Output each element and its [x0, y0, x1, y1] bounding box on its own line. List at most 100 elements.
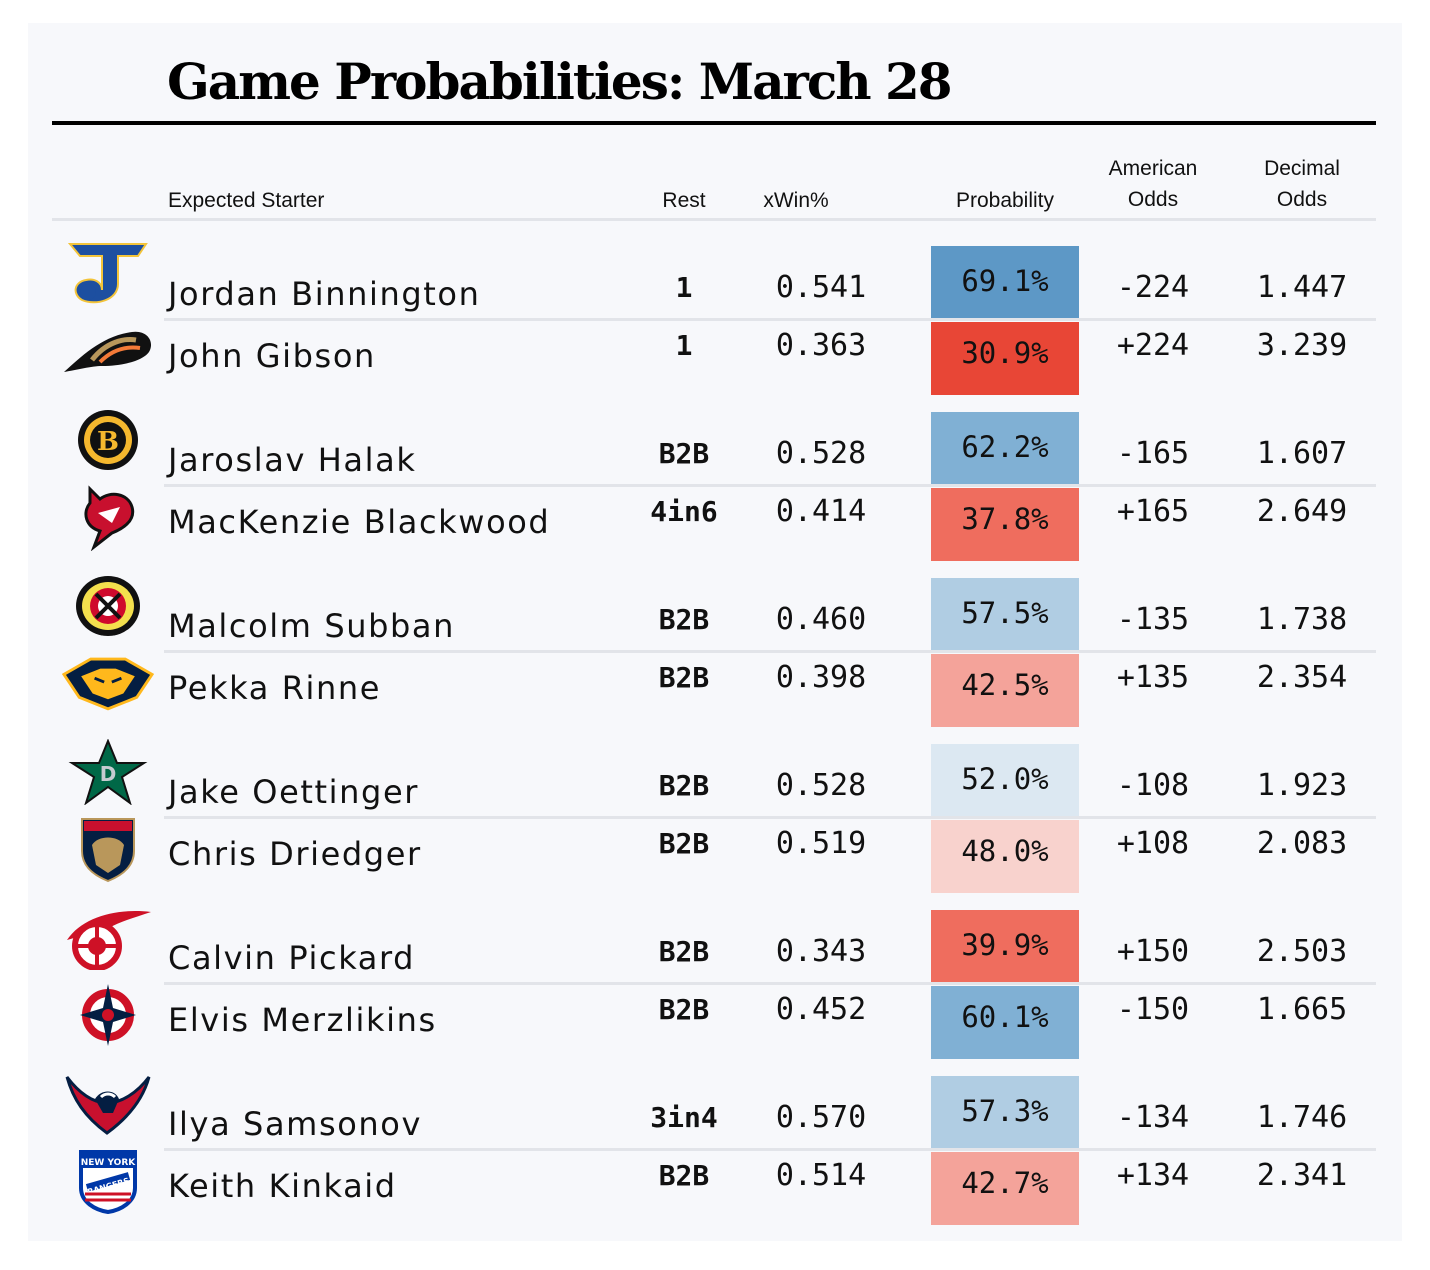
xwin-value: 0.398 — [775, 660, 867, 695]
row-divider — [164, 484, 1376, 487]
xwin-value: 0.414 — [775, 494, 867, 529]
american-odds-value: -134 — [1116, 1100, 1190, 1135]
header-american-line1: American — [1108, 157, 1198, 180]
svg-text:NEW YORK: NEW YORK — [81, 1158, 137, 1168]
starter-name: John Gibson — [168, 337, 376, 375]
american-odds-value: +165 — [1116, 494, 1190, 529]
xwin-value: 0.343 — [775, 934, 867, 969]
starter-name: Pekka Rinne — [168, 669, 382, 707]
page-title: Game Probabilities: March 28 — [167, 52, 953, 111]
xwin-value: 0.519 — [775, 826, 867, 861]
xwin-value: 0.528 — [775, 436, 867, 471]
american-odds-value: -150 — [1116, 992, 1190, 1027]
decimal-odds-value: 2.649 — [1256, 494, 1348, 529]
starter-name: Chris Driedger — [168, 835, 422, 873]
table-row: Jordan Binnington 1 0.541 69.1% -224 1.447 — [0, 243, 1430, 319]
probability-cell: 52.0% — [931, 744, 1079, 817]
xwin-value: 0.570 — [775, 1100, 867, 1135]
decimal-odds-value: 1.746 — [1256, 1100, 1348, 1135]
rest-value: B2B — [658, 993, 710, 1026]
starter-name: Jordan Binnington — [168, 275, 481, 313]
starter-name: Malcolm Subban — [168, 607, 456, 645]
probability-cell: 42.7% — [931, 1152, 1079, 1225]
chicago-blackhawks-logo-icon — [62, 570, 154, 642]
probability-cell: 39.9% — [931, 910, 1079, 983]
svg-text:B: B — [97, 427, 119, 457]
probability-cell: 69.1% — [931, 246, 1079, 319]
rest-value: 4in6 — [650, 495, 718, 528]
rest-value: 1 — [675, 329, 693, 362]
probability-value: 57.5% — [961, 596, 1049, 630]
rest-value: B2B — [658, 661, 710, 694]
american-odds-value: +150 — [1116, 934, 1190, 969]
table-row: D Jake Oettinger B2B 0.528 52.0% -108 1.923 — [0, 739, 1430, 817]
rest-value: B2B — [658, 1159, 710, 1192]
decimal-odds-value: 2.083 — [1256, 826, 1348, 861]
row-divider — [164, 650, 1376, 653]
probability-cell: 42.5% — [931, 654, 1079, 727]
probability-value: 62.2% — [961, 430, 1049, 464]
starter-name: MacKenzie Blackwood — [168, 503, 551, 541]
american-odds-value: +135 — [1116, 660, 1190, 695]
probability-value: 37.8% — [961, 502, 1049, 536]
probability-cell: 57.3% — [931, 1076, 1079, 1149]
dallas-stars-logo-icon: D — [62, 736, 154, 808]
probability-value: 42.7% — [961, 1166, 1049, 1200]
probability-value: 52.0% — [961, 762, 1049, 796]
table-row: Ilya Samsonov 3in4 0.570 57.3% -134 1.746 — [0, 1076, 1430, 1149]
probability-cell: 37.8% — [931, 488, 1079, 561]
header-rest: Rest — [662, 189, 706, 212]
new-york-rangers-logo-icon: NEW YORK RANGERS — [62, 1145, 154, 1217]
nashville-predators-logo-icon — [62, 647, 154, 719]
starter-name: Elvis Merzlikins — [168, 1001, 437, 1039]
decimal-odds-value: 1.923 — [1256, 768, 1348, 803]
header-decimal-odds: Decimal Odds — [1237, 153, 1367, 215]
american-odds-value: -224 — [1116, 270, 1190, 305]
decimal-odds-value: 1.447 — [1256, 270, 1348, 305]
columbus-blue-jackets-logo-icon — [62, 979, 154, 1051]
probability-value: 30.9% — [961, 336, 1049, 370]
washington-capitals-logo-icon — [62, 1068, 154, 1140]
american-odds-value: -108 — [1116, 768, 1190, 803]
header-decimal-line1: Decimal — [1264, 157, 1340, 180]
table-row: Calvin Pickard B2B 0.343 39.9% +150 2.503 — [0, 910, 1430, 983]
starter-name: Jake Oettinger — [168, 773, 419, 811]
decimal-odds-value: 2.341 — [1256, 1158, 1348, 1193]
probability-cell: 62.2% — [931, 412, 1079, 485]
decimal-odds-value: 2.354 — [1256, 660, 1348, 695]
header-divider — [52, 218, 1376, 221]
starter-name: Ilya Samsonov — [168, 1105, 422, 1143]
american-odds-value: -135 — [1116, 602, 1190, 637]
xwin-value: 0.541 — [775, 270, 867, 305]
florida-panthers-logo-icon — [62, 813, 154, 885]
decimal-odds-value: 1.607 — [1256, 436, 1348, 471]
header-american-odds: American Odds — [1088, 153, 1218, 215]
table-row: Elvis Merzlikins B2B 0.452 60.1% -150 1.665 — [0, 984, 1430, 1059]
row-divider — [164, 1148, 1376, 1151]
header-expected-starter: Expected Starter — [168, 189, 325, 212]
anaheim-ducks-logo-icon — [62, 315, 154, 387]
rest-value: B2B — [658, 603, 710, 636]
probability-cell: 30.9% — [931, 322, 1079, 395]
table-row: Chris Driedger B2B 0.519 48.0% +108 2.083 — [0, 818, 1430, 893]
american-odds-value: -165 — [1116, 436, 1190, 471]
xwin-value: 0.514 — [775, 1158, 867, 1193]
row-divider — [164, 816, 1376, 819]
probability-cell: 60.1% — [931, 986, 1079, 1059]
starter-name: Keith Kinkaid — [168, 1167, 397, 1205]
detroit-red-wings-logo-icon — [62, 902, 154, 974]
probability-value: 39.9% — [961, 928, 1049, 962]
probability-value: 42.5% — [961, 668, 1049, 702]
probability-cell: 48.0% — [931, 820, 1079, 893]
xwin-value: 0.452 — [775, 992, 867, 1027]
header-american-line2: Odds — [1127, 188, 1179, 211]
table-row: John Gibson 1 0.363 30.9% +224 3.239 — [0, 321, 1430, 395]
starter-name: Jaroslav Halak — [168, 441, 417, 479]
header-decimal-line2: Odds — [1276, 188, 1328, 211]
decimal-odds-value: 1.738 — [1256, 602, 1348, 637]
decimal-odds-value: 2.503 — [1256, 934, 1348, 969]
rest-value: B2B — [658, 769, 710, 802]
decimal-odds-value: 1.665 — [1256, 992, 1348, 1027]
xwin-value: 0.363 — [775, 328, 867, 363]
row-divider — [164, 982, 1376, 985]
